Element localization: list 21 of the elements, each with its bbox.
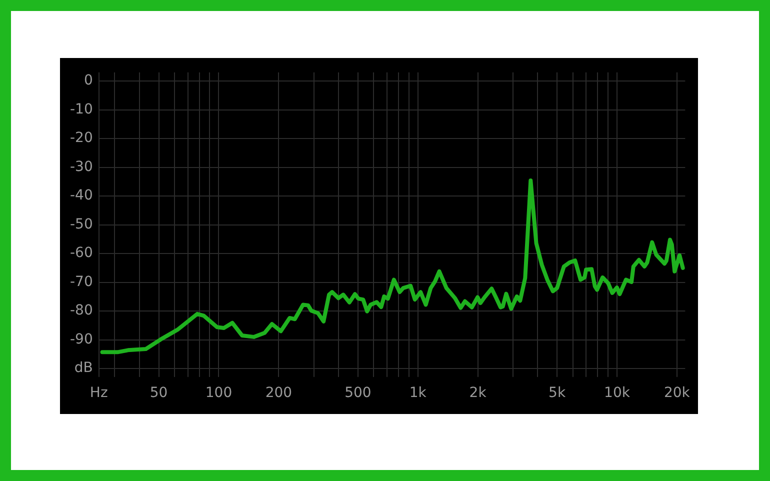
x-tick-label: 5k xyxy=(548,385,566,402)
x-tick-label: 1k xyxy=(409,385,428,402)
x-tick-label: 100 xyxy=(205,385,232,402)
x-tick-label: 2k xyxy=(469,385,488,402)
y-tick-label: -40 xyxy=(70,188,93,204)
y-tick-label: dB xyxy=(74,360,93,376)
y-tick-label: -50 xyxy=(70,216,93,232)
y-tick-label: 0 xyxy=(84,72,93,89)
x-tick-label: 500 xyxy=(344,385,372,402)
x-tick-label: 20k xyxy=(664,385,691,402)
x-tick-label: Hz xyxy=(90,385,108,402)
x-tick-label: 200 xyxy=(265,385,292,402)
x-tick-label: 10k xyxy=(604,385,631,402)
y-tick-label: -70 xyxy=(70,274,93,290)
y-tick-label: -90 xyxy=(70,331,93,348)
y-tick-label: -20 xyxy=(70,130,93,146)
y-tick-label: -80 xyxy=(70,302,93,319)
y-tick-label: -60 xyxy=(70,245,93,262)
y-tick-label: -10 xyxy=(70,101,93,118)
y-tick-label: -30 xyxy=(70,158,93,175)
x-tick-label: 50 xyxy=(150,385,168,402)
